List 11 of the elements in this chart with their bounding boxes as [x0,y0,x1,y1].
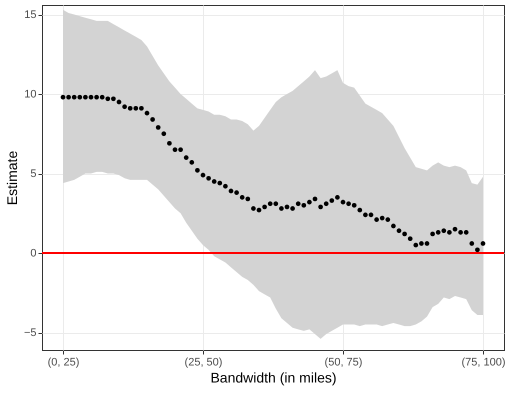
y-tick-label: 0 [30,248,36,260]
y-tick-label: 15 [24,9,36,22]
x-tick-label: (0, 25) [48,356,80,368]
y-tick-label: 5 [30,168,36,180]
y-tick-label: 10 [24,88,36,101]
y-tick-label: −5 [24,327,36,340]
x-tick-label: (25, 50) [184,356,222,368]
x-tick-label: (75, 100) [461,356,506,368]
y-axis-title: Estimate [4,150,20,206]
x-axis-title: Bandwidth (in miles) [210,370,337,386]
x-tick-label: (50, 75) [324,356,362,368]
